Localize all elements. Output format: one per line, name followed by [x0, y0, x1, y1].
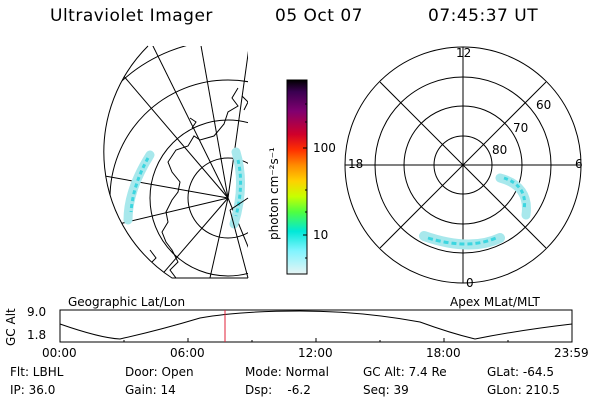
info-ip: IP: 36.0	[10, 383, 56, 397]
observation-time: 07:45:37 UT	[428, 6, 539, 26]
apex-caption: Apex MLat/MLT	[450, 295, 540, 309]
apex-polar-plot	[344, 46, 582, 284]
info-mode: Mode: Normal	[245, 365, 329, 379]
time-tick-0600: 06:00	[170, 346, 205, 360]
time-tick-1800: 18:00	[426, 346, 461, 360]
info-glat: GLat: -64.5	[487, 365, 554, 379]
mlat-label-60: 60	[536, 98, 552, 112]
altitude-panel	[59, 309, 573, 343]
altitude-tick-min: 1.8	[27, 328, 47, 342]
aurora-oval-geographic	[123, 147, 246, 229]
geographic-caption: Geographic Lat/Lon	[68, 295, 186, 309]
mlat-label-80: 80	[492, 143, 508, 157]
altitude-tick-max: 9.0	[27, 305, 47, 319]
time-tick-2359: 23:59	[554, 346, 589, 360]
mlt-label-0: 0	[466, 276, 474, 290]
info-door: Door: Open	[125, 365, 194, 379]
geographic-map	[103, 45, 249, 279]
colorbar-tick-10: 10	[313, 228, 329, 242]
time-tick-0000: 00:00	[42, 346, 77, 360]
mlt-label-18: 18	[348, 157, 364, 171]
observation-date: 05 Oct 07	[275, 6, 363, 26]
info-dsp: Dsp: -6.2	[245, 383, 311, 397]
instrument-title: Ultraviolet Imager	[50, 6, 213, 26]
info-seq: Seq: 39	[363, 383, 409, 397]
info-gc-alt: GC Alt: 7.4 Re	[363, 365, 447, 379]
time-tick-1200: 12:00	[298, 346, 333, 360]
info-filter: Flt: LBHL	[10, 365, 64, 379]
colorbar-tick-100: 100	[313, 141, 336, 155]
mlt-label-6: 6	[575, 157, 583, 171]
mlt-label-12: 12	[456, 46, 472, 60]
info-gain: Gain: 14	[125, 383, 176, 397]
coastline	[147, 87, 248, 278]
mlat-label-70: 70	[513, 121, 529, 135]
aurora-oval-magnetic	[419, 173, 531, 250]
altitude-axis-label: GC Alt	[4, 308, 18, 346]
color-scale	[286, 79, 308, 275]
colorbar-unit-label: photon cm⁻²s⁻¹	[267, 147, 281, 240]
info-glon: GLon: 210.5	[487, 383, 560, 397]
